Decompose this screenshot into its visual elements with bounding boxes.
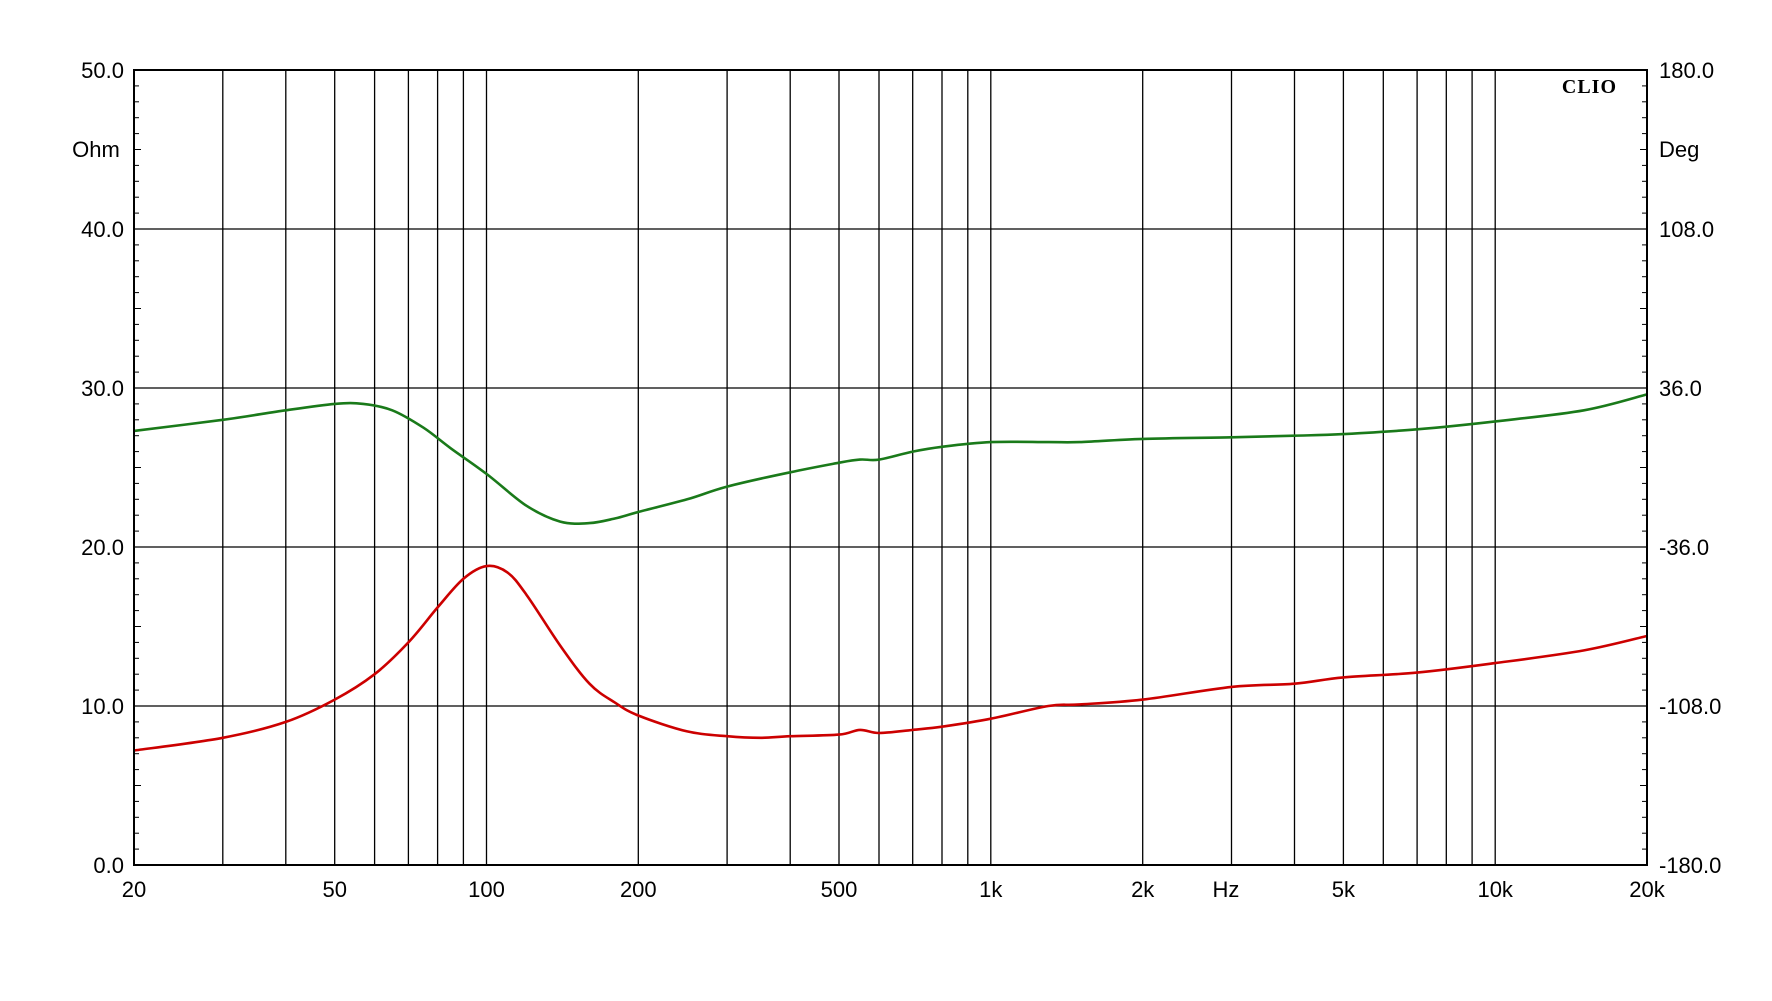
right-tick-label: -180.0 <box>1659 853 1721 878</box>
x-tick-label: 20k <box>1629 877 1665 902</box>
brand-logo: CLIO <box>1562 76 1617 98</box>
right-tick-label: -108.0 <box>1659 694 1721 719</box>
right-tick-label: 180.0 <box>1659 58 1714 83</box>
x-tick-label: 500 <box>821 877 858 902</box>
left-tick-label: 30.0 <box>81 376 124 401</box>
x-tick-label: 1k <box>979 877 1003 902</box>
red-series-line <box>133 564 1648 752</box>
axis-labels: Ohm Deg Hz CLIO <box>72 76 1699 902</box>
x-tick-label: 50 <box>322 877 346 902</box>
left-tick-label: 20.0 <box>81 535 124 560</box>
right-axis-unit: Deg <box>1659 137 1699 162</box>
x-tick-label: 10k <box>1477 877 1513 902</box>
axis-ticks: 0.0 10.0 20.0 30.0 40.0 50.0 -180.0 -108.0 -36.0… <box>81 58 1721 902</box>
left-tick-label: 50.0 <box>81 58 124 83</box>
x-tick-label: 200 <box>620 877 657 902</box>
green-series-line <box>133 393 1648 525</box>
right-tick-label: -36.0 <box>1659 535 1709 560</box>
x-axis-unit: Hz <box>1213 877 1240 902</box>
x-tick-label: 20 <box>122 877 146 902</box>
series-lines <box>133 393 1648 752</box>
right-tick-label: 108.0 <box>1659 217 1714 242</box>
left-tick-label: 10.0 <box>81 694 124 719</box>
x-tick-label: 5k <box>1332 877 1356 902</box>
left-axis-unit: Ohm <box>72 137 120 162</box>
x-tick-label: 100 <box>468 877 505 902</box>
left-tick-label: 40.0 <box>81 217 124 242</box>
right-tick-label: 36.0 <box>1659 376 1702 401</box>
left-tick-label: 0.0 <box>93 853 124 878</box>
x-tick-label: 2k <box>1131 877 1155 902</box>
